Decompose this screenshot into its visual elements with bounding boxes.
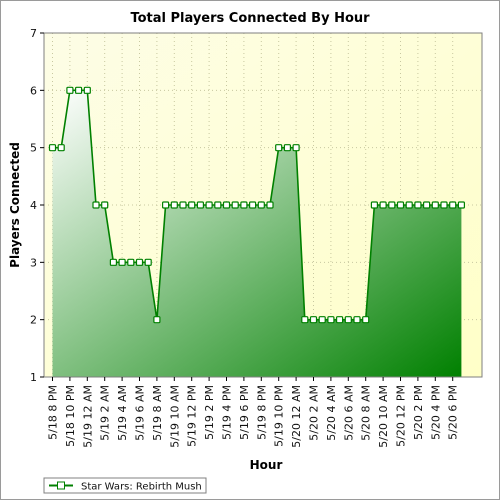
data-point-marker [405,201,413,209]
data-point-marker [92,201,100,209]
data-point-marker [292,144,300,152]
data-point-marker [336,316,344,324]
legend-marker-swatch [57,481,65,490]
data-point-marker [388,201,396,209]
data-point-marker [283,144,291,152]
data-point-marker [327,316,335,324]
data-point-marker [414,201,422,209]
legend-label: Star Wars: Rebirth Mush [81,482,202,493]
chart-title: Total Players Connected By Hour [130,11,370,26]
x-tick-label: 5/19 10 AM [168,385,181,448]
x-tick-label: 5/20 2 AM [308,385,321,441]
y-tick-label: 1 [30,371,37,384]
x-tick-label: 5/19 4 AM [116,385,129,441]
x-tick-label: 5/18 10 PM [64,385,77,447]
data-point-marker [440,201,448,209]
x-axis-title: Hour [250,458,283,472]
x-tick-label: 5/20 12 AM [290,385,303,448]
y-axis-title: Players Connected [8,142,22,268]
data-point-marker [257,201,265,209]
series-area-fill [52,90,462,377]
data-point-marker [48,144,57,152]
x-tick-label: 5/18 8 PM [47,385,60,440]
data-point-marker [118,258,126,266]
data-point-marker [370,201,378,209]
x-tick-label: 5/19 4 PM [221,385,234,440]
data-point-marker [301,316,309,324]
x-tick-label: 5/19 2 PM [203,385,216,440]
x-tick-label: 5/20 4 PM [429,385,442,440]
data-point-marker [57,144,65,152]
data-point-marker [396,201,405,209]
legend: Star Wars: Rebirth Mush [43,477,207,494]
data-point-marker [109,258,118,266]
data-point-marker [222,201,231,209]
x-tick-label: 5/19 8 AM [151,385,164,441]
legend-box [43,477,207,494]
data-point-marker [318,316,326,324]
data-point-marker [344,316,352,324]
y-tick-label: 7 [30,27,37,40]
x-tick-label: 5/19 2 AM [99,385,112,441]
data-point-marker [231,201,239,209]
x-tick-label: 5/19 12 PM [186,385,199,447]
data-point-marker [101,201,109,209]
data-point-marker [179,201,187,209]
x-tick-label: 5/20 8 AM [360,385,373,441]
data-point-marker [266,201,274,209]
data-point-marker [379,201,387,209]
data-point-marker [162,201,170,209]
data-point-marker [205,201,213,209]
data-point-marker [153,316,161,324]
x-tick-label: 5/19 6 PM [238,385,251,440]
data-point-marker [362,316,370,324]
y-tick-label: 5 [30,142,37,155]
data-point-marker [457,201,465,209]
data-point-marker [144,258,152,266]
data-point-marker [423,201,431,209]
data-point-marker [196,201,204,209]
x-tick-label: 5/20 2 PM [412,385,425,440]
data-point-marker [135,258,144,266]
x-tick-label: 5/20 6 PM [447,385,460,440]
x-tick-label: 5/19 10 PM [273,385,286,447]
y-tick-label: 3 [30,256,37,269]
data-point-marker [83,86,91,94]
data-point-marker [66,86,74,94]
y-tick-label: 4 [30,199,37,212]
data-point-marker [275,144,283,152]
y-tick-label: 2 [30,314,37,327]
x-tick-label: 5/20 4 AM [325,385,338,441]
data-point-marker [240,201,248,209]
data-point-marker [249,201,257,209]
x-tick-label: 5/20 10 AM [377,385,390,448]
x-tick-label: 5/20 6 AM [342,385,355,441]
data-point-marker [170,201,178,209]
x-tick-label: 5/19 8 PM [255,385,268,440]
data-point-marker [449,201,457,209]
data-point-marker [353,316,361,324]
data-point-marker [309,316,318,324]
x-tick-label: 5/19 12 AM [81,385,94,448]
x-tick-label: 5/19 6 AM [134,385,147,441]
data-point-marker [214,201,222,209]
y-tick-label: 6 [30,84,37,97]
data-point-marker [74,86,83,94]
x-tick-label: 5/20 12 PM [395,385,408,447]
data-point-marker [188,201,196,209]
data-point-marker [431,201,439,209]
data-point-marker [127,258,135,266]
